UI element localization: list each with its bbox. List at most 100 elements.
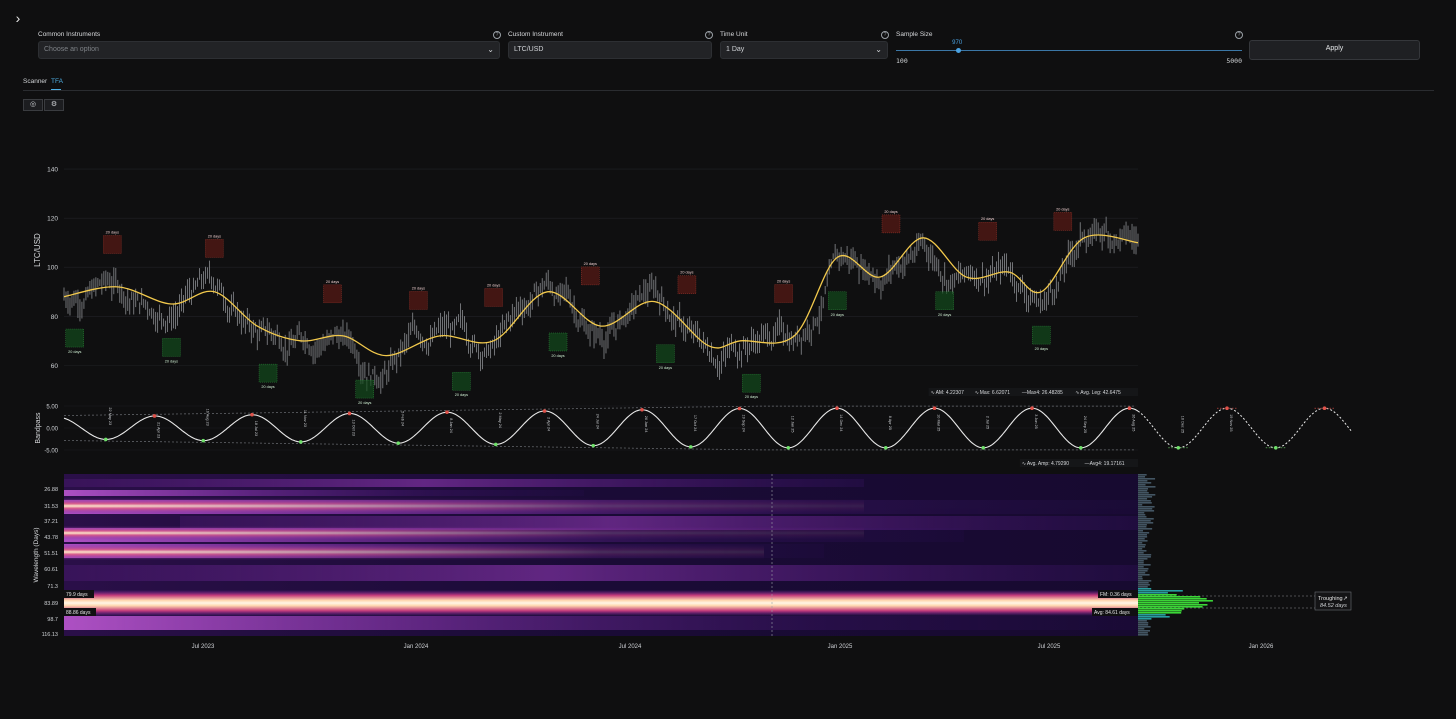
histogram-bar bbox=[1138, 548, 1143, 550]
histogram-bar bbox=[1138, 552, 1144, 554]
peak-label: 20 days bbox=[208, 234, 221, 238]
apply-button[interactable]: Apply bbox=[1249, 40, 1420, 60]
spectrogram-ylabel: Wavelength (Days) bbox=[33, 527, 40, 582]
peak-marker bbox=[103, 235, 122, 254]
sample-size-label: Sample Size bbox=[896, 31, 933, 38]
expand-sidebar-button[interactable]: › bbox=[10, 10, 26, 26]
histogram-bar bbox=[1138, 496, 1153, 498]
histogram-bar bbox=[1138, 560, 1144, 562]
trough-label: 20 days bbox=[68, 350, 81, 354]
common-instruments-select[interactable]: Choose an option ⌄ bbox=[38, 41, 500, 59]
tab-scanner[interactable]: Scanner bbox=[23, 78, 48, 85]
histogram-bar bbox=[1138, 586, 1148, 588]
bandpass-wave bbox=[63, 407, 1139, 449]
troughing-badge bbox=[1314, 591, 1352, 611]
peak-marker bbox=[881, 214, 901, 234]
histogram-bar bbox=[1138, 550, 1147, 552]
histogram-bar bbox=[1138, 522, 1154, 524]
histogram-bar bbox=[1138, 558, 1148, 560]
bandpass-trough-date: 12 Jan 25 bbox=[790, 416, 794, 433]
tab-divider bbox=[23, 90, 1434, 91]
bandpass-stat: Max: 6.62071 bbox=[980, 390, 1011, 396]
slider-track[interactable] bbox=[896, 50, 1242, 51]
bandpass-trough-dot bbox=[688, 445, 693, 449]
histogram-bar bbox=[1138, 622, 1149, 624]
x-axis-label: Jan 2026 bbox=[1249, 644, 1274, 650]
settings-tool-button[interactable]: ⚙ bbox=[44, 99, 64, 111]
trough-marker bbox=[162, 338, 181, 357]
time-unit-select[interactable]: 1 Day ⌄ bbox=[720, 41, 888, 59]
histogram-bar bbox=[1138, 520, 1151, 522]
bandpass-stats-bar bbox=[1019, 459, 1138, 467]
histogram-bar bbox=[1138, 566, 1144, 568]
bandpass-trough-date: 2 Jul 25 bbox=[985, 416, 989, 429]
peak-label: 20 days bbox=[487, 283, 500, 287]
histogram-bar bbox=[1138, 616, 1170, 618]
bandpass-stat: Max4: 26.48285 bbox=[1027, 390, 1063, 396]
histogram-bar bbox=[1138, 630, 1150, 632]
bandpass-envelope-bottom bbox=[63, 440, 1134, 451]
histogram-bar bbox=[1138, 482, 1152, 484]
histogram-bar bbox=[1138, 490, 1148, 492]
trough-marker bbox=[548, 332, 568, 352]
bandpass-peak-date: 19 Nov 25 bbox=[1229, 414, 1233, 431]
trough-marker bbox=[935, 291, 954, 311]
sample-size-slider[interactable]: 970 100 5000 bbox=[896, 40, 1242, 68]
histogram-bar bbox=[1138, 538, 1145, 540]
histogram-bar bbox=[1138, 554, 1152, 556]
trough-label: 20 days bbox=[745, 395, 758, 399]
bandpass-peak-dot bbox=[152, 414, 157, 418]
bandpass-trough-date: 5 Feb 24 bbox=[400, 411, 404, 426]
tab-tfa[interactable]: TFA bbox=[51, 78, 63, 85]
histogram-bar bbox=[1138, 590, 1183, 592]
price-average-line bbox=[63, 234, 1139, 357]
target-icon: ◎ bbox=[29, 101, 37, 108]
bandpass-peak-date: 21 Apr 23 bbox=[157, 422, 161, 438]
bandpass-trough-date: 24 Jul 24 bbox=[595, 414, 599, 429]
target-tool-button[interactable]: ◎ bbox=[23, 99, 43, 111]
slider-knob[interactable] bbox=[955, 48, 961, 53]
histogram-bar bbox=[1138, 610, 1182, 612]
peak-marker bbox=[323, 284, 342, 304]
histogram-bar bbox=[1138, 540, 1148, 542]
histogram-bar bbox=[1138, 506, 1155, 508]
x-axis: Jul 2023 Jan 2024 Jul 2024 Jan 2025 Jul 2025… bbox=[192, 644, 1274, 650]
band-top-label: 79.9 days bbox=[66, 592, 88, 598]
bandpass-peak-date: 26 Aug 25 bbox=[1132, 414, 1136, 431]
spectrogram-ytick-label: 43.78 bbox=[44, 535, 58, 541]
band-bottom-label: 88.86 days bbox=[66, 610, 91, 616]
help-icon[interactable]: ? bbox=[493, 31, 501, 39]
custom-instrument-input[interactable]: LTC/USD bbox=[508, 41, 712, 59]
histogram-bar bbox=[1138, 536, 1148, 538]
bandpass-peak-dot bbox=[542, 409, 547, 413]
trough-marker bbox=[1032, 325, 1051, 345]
histogram-bar bbox=[1138, 570, 1148, 572]
spectrogram-ytick-label: 31.53 bbox=[44, 504, 58, 510]
settings-icon: ⚙ bbox=[50, 101, 58, 108]
time-unit-value: 1 Day bbox=[726, 46, 745, 53]
histogram-bar bbox=[1138, 480, 1148, 482]
help-icon[interactable]: ? bbox=[881, 31, 889, 39]
histogram-bar bbox=[1138, 512, 1145, 514]
slider-max: 5000 bbox=[1226, 57, 1242, 65]
spectrogram-ytick-label: 71.3 bbox=[47, 584, 58, 590]
histogram-bar bbox=[1138, 578, 1143, 580]
trough-label: 20 days bbox=[831, 313, 844, 317]
bandpass-trough-dot bbox=[591, 443, 596, 448]
trough-label: 20 days bbox=[551, 354, 564, 358]
price-ytick-label: 100 bbox=[47, 265, 58, 272]
histogram-bar bbox=[1138, 588, 1152, 590]
help-icon[interactable]: ? bbox=[1235, 31, 1243, 39]
histogram-bar bbox=[1138, 626, 1151, 628]
peak-label: 20 days bbox=[584, 262, 597, 266]
histogram-bar bbox=[1138, 618, 1152, 620]
histogram-bar bbox=[1138, 612, 1182, 614]
trough-label: 20 days bbox=[659, 366, 672, 370]
bandpass-trough-dot bbox=[396, 441, 401, 445]
histogram-bar bbox=[1138, 518, 1154, 520]
histogram-bar bbox=[1138, 568, 1149, 570]
price-ylabel: LTC/USD bbox=[33, 233, 42, 267]
help-icon[interactable]: ? bbox=[705, 31, 713, 39]
histogram-bar bbox=[1138, 576, 1143, 578]
histogram-bar bbox=[1138, 542, 1143, 544]
